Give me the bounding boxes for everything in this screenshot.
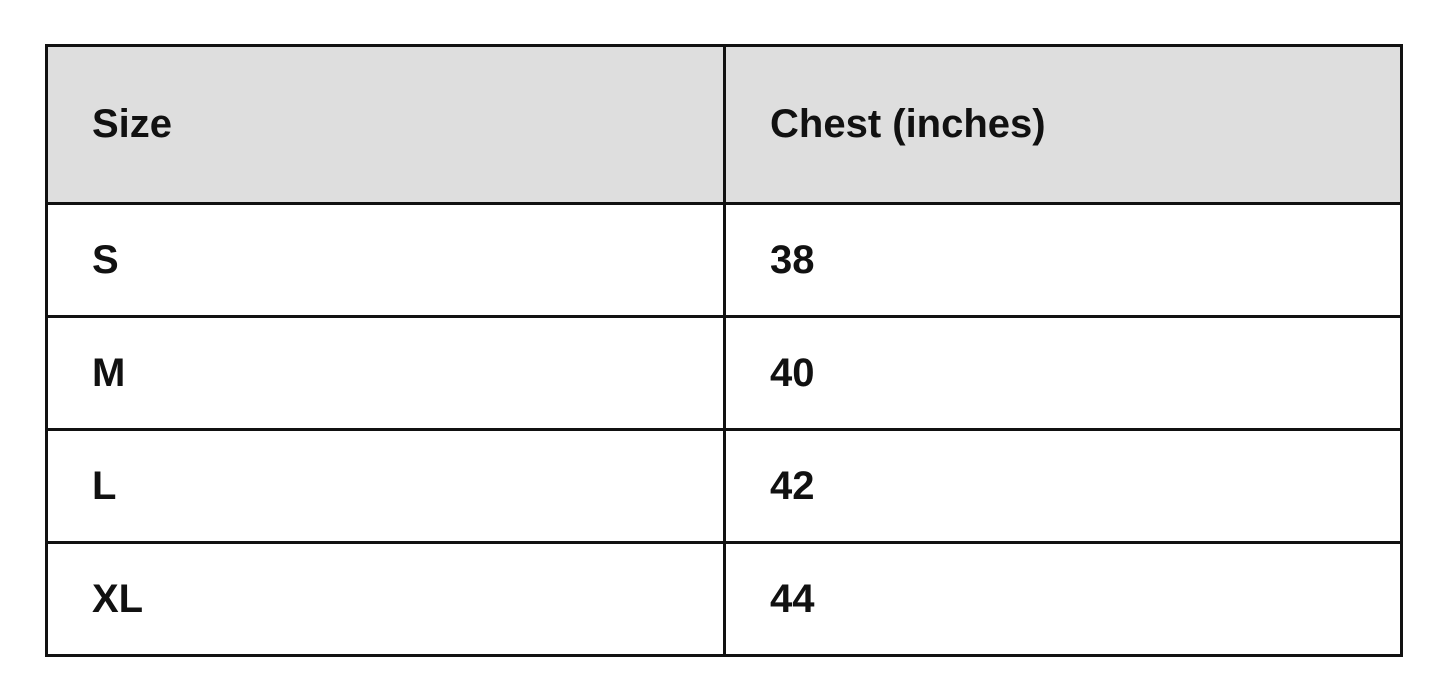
size-cell: S — [45, 202, 726, 318]
header-cell: Size — [45, 44, 726, 205]
table-row: XL 44 — [45, 541, 1403, 657]
table-row: M 40 — [45, 315, 1403, 431]
chest-cell: 42 — [723, 428, 1403, 544]
chest-cell: 40 — [723, 315, 1403, 431]
table-row: S 38 — [45, 202, 1403, 318]
chest-cell: 44 — [723, 541, 1403, 657]
size-cell: L — [45, 428, 726, 544]
size-table: Size Chest (inches) S 38 M 40 L 42 XL 44 — [45, 44, 1403, 657]
table-body: S 38 M 40 L 42 XL 44 — [45, 202, 1403, 657]
chest-cell: 38 — [723, 202, 1403, 318]
size-cell: XL — [45, 541, 726, 657]
size-cell: M — [45, 315, 726, 431]
header-cell: Chest (inches) — [723, 44, 1403, 205]
header-row: Size Chest (inches) — [45, 44, 1403, 205]
table-header: Size Chest (inches) — [45, 44, 1403, 205]
table-row: L 42 — [45, 428, 1403, 544]
